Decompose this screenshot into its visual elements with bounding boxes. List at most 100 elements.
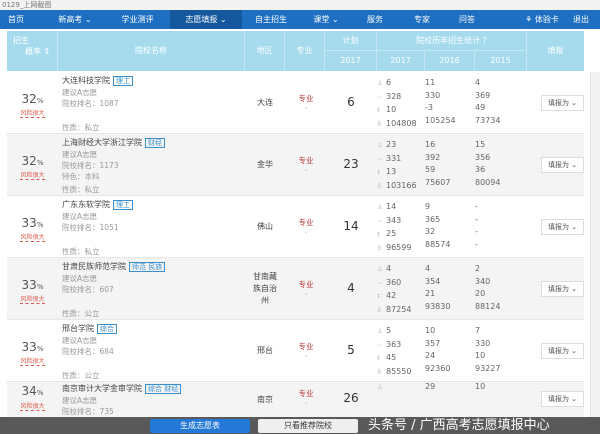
header-probability-label2: 概率 ⇕ <box>25 47 51 56</box>
table-row: 33% 风险很大 甘肃民族师范学院 师范 民族 建议A志愿 院校排名：607 性质：公立 甘南… <box>7 258 584 320</box>
nav-item[interactable]: 问答 <box>459 15 475 24</box>
scrollbar[interactable] <box>590 72 600 417</box>
header-year: 2017 <box>377 51 425 71</box>
location-icon: ♁ <box>377 244 382 252</box>
region: 大连 <box>257 98 273 107</box>
only-recommended-button[interactable]: 只看推荐院校 <box>258 419 358 433</box>
chevron-down-icon: ⌄ <box>303 228 309 235</box>
feature <box>62 233 133 244</box>
nav-item[interactable]: 首页 <box>8 15 24 24</box>
stat-value: 24 <box>425 351 436 360</box>
major-dropdown[interactable]: 专业 ⌄ <box>287 217 325 235</box>
region: 甘南藏族自治州 <box>253 272 277 305</box>
stat-value: 23 <box>386 140 397 149</box>
stats-2015: 7 330 10 93227 <box>475 325 500 375</box>
stats-2015: 2 340 20 88124 <box>475 263 500 313</box>
nav-item[interactable]: 学业测评 <box>121 15 154 24</box>
stat-value: 92360 <box>425 363 451 373</box>
stat-value: 103166 <box>386 180 417 190</box>
nav-item[interactable]: 服务 <box>367 15 383 24</box>
stat-value: 88574 <box>425 239 451 249</box>
feature <box>62 357 117 368</box>
advice: 建议A志愿 <box>62 274 98 283</box>
stat-value: 343 <box>386 215 402 225</box>
sort-icon[interactable]: ⇕ <box>43 47 51 56</box>
chevron-down-icon: ⌄ <box>303 399 309 406</box>
fill-as-dropdown[interactable]: 填报为 ⌄ <box>541 157 584 173</box>
school-name[interactable]: 甘肃民族师范学院 <box>62 262 126 271</box>
stat-value: - <box>475 227 478 236</box>
major-dropdown[interactable]: 专业 ⌄ <box>287 388 325 406</box>
stat-value: 49 <box>475 103 486 112</box>
stat-value: - <box>475 214 478 224</box>
help-icon[interactable]: ? <box>482 36 487 45</box>
location-icon: ♁ <box>377 368 382 376</box>
fill-as-dropdown[interactable]: 填报为 ⌄ <box>541 219 584 235</box>
school-tag: 综合 财经 <box>145 384 182 394</box>
school-name[interactable]: 大连科技学院 <box>62 76 110 85</box>
school-info: 上海财经大学浙江学院 财经 建议A志愿 院校排名：1173 特色：本科 性质：私立 <box>62 137 165 195</box>
nav-item[interactable]: 新高考 ⌄ <box>58 15 92 24</box>
nature: 性质：公立 <box>62 371 100 380</box>
nav-item[interactable]: 课堂 ⌄ <box>313 15 339 24</box>
school-name[interactable]: 南京审计大学金审学院 <box>62 384 142 393</box>
major-dropdown[interactable]: 专业 ⌄ <box>287 279 325 297</box>
stats-2017: ♙ 14 ~343 ‡ 25 ♁ 96599 <box>377 201 411 255</box>
stat-value: 32 <box>425 227 436 236</box>
risk-label: 风险很大 <box>20 403 45 411</box>
header-probability[interactable]: 招生概率 ⇕ <box>7 31 58 71</box>
browser-tab-title[interactable]: 0129_上网截图 <box>0 0 600 10</box>
nav-item[interactable]: 专家 <box>414 15 430 24</box>
probability: 33% <box>21 216 44 230</box>
school-tag: 理工 <box>113 76 133 86</box>
trial-card-link[interactable]: ⚘ 体验卡 <box>525 15 559 24</box>
fill-as-dropdown[interactable]: 填报为 ⌄ <box>541 391 584 407</box>
rank-icon: ‡ <box>377 355 380 362</box>
stats-2015: - - - - <box>475 201 478 251</box>
stat-value: 45 <box>386 353 397 362</box>
nav-item[interactable]: 自主招生 <box>255 15 287 24</box>
major-dropdown[interactable]: 专业 ⌄ <box>287 341 325 359</box>
stat-value: 85550 <box>386 366 412 376</box>
stat-value: 14 <box>386 202 397 211</box>
school-name[interactable]: 广东东软学院 <box>62 200 110 209</box>
probability: 32% <box>21 92 44 106</box>
generate-table-button[interactable]: 生成志愿表 <box>150 419 250 433</box>
header-plan: 计划 <box>325 31 377 51</box>
fill-as-dropdown[interactable]: 填报为 ⌄ <box>541 281 584 297</box>
rank-icon: ‡ <box>377 107 380 114</box>
header-plan-year: 2017 <box>325 51 377 71</box>
fill-as-dropdown[interactable]: 填报为 ⌄ <box>541 95 584 111</box>
logout-link[interactable]: 退出 <box>573 15 589 24</box>
person-icon: ♙ <box>377 266 383 273</box>
stat-value: 36 <box>475 165 486 174</box>
nature: 性质：私立 <box>62 185 100 194</box>
stat-value: 42 <box>386 291 397 300</box>
major-dropdown[interactable]: 专业 ⌄ <box>287 155 325 173</box>
stats-2017: ♙ 6 ~328 ‡ 10 ♁ 104808 <box>377 77 417 131</box>
stat-value: - <box>475 239 478 249</box>
stat-value: 93830 <box>425 301 451 311</box>
nature: 性质：私立 <box>62 123 100 132</box>
chevron-down-icon: ⌄ <box>303 166 309 173</box>
stat-value: 330 <box>475 338 491 348</box>
major-dropdown[interactable]: 专业 ⌄ <box>287 93 325 111</box>
stat-value: 87254 <box>386 304 412 314</box>
stat-value: 363 <box>386 339 402 349</box>
stat-value: 4 <box>425 264 431 273</box>
stat-value: 25 <box>386 229 397 238</box>
school-tag: 财经 <box>145 138 165 148</box>
school-name[interactable]: 上海财经大学浙江学院 <box>62 138 142 147</box>
header-probability-label: 招生 <box>13 36 29 45</box>
header-year: 2016 <box>425 51 475 71</box>
school-name[interactable]: 邢台学院 <box>62 324 94 333</box>
school-info: 邢台学院 综合 建议A志愿 院校排名：684 性质：公立 <box>62 323 117 381</box>
stat-value: 13 <box>386 167 397 176</box>
nav-item[interactable]: 志愿填报 ⌄ <box>170 10 242 29</box>
plan-count: 4 <box>347 281 355 295</box>
rank: 院校排名：684 <box>62 347 114 356</box>
fill-as-dropdown[interactable]: 填报为 ⌄ <box>541 343 584 359</box>
stat-value: 328 <box>386 91 402 101</box>
wave-icon: ~ <box>377 279 383 287</box>
stat-value: 340 <box>475 276 491 286</box>
